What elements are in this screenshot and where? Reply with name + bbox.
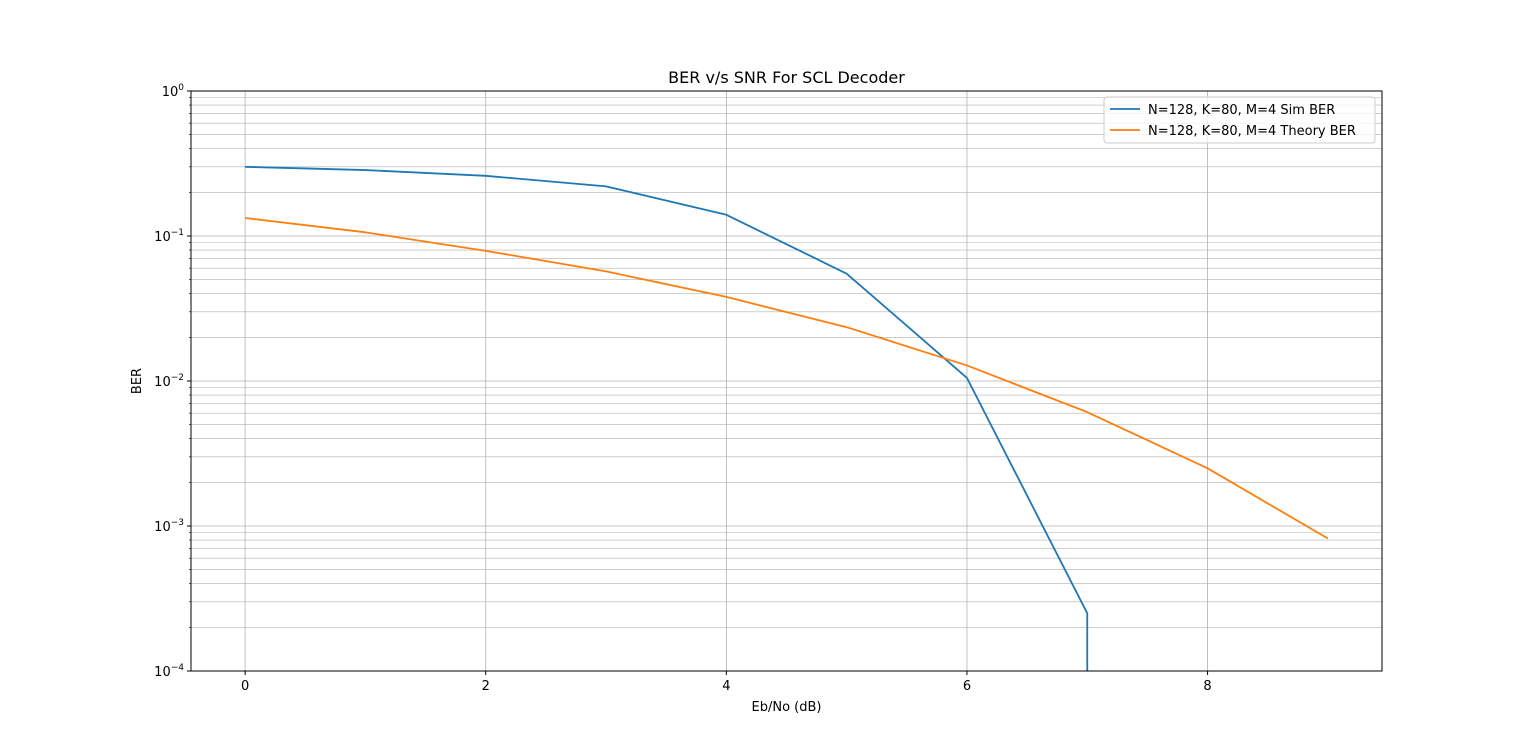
y-axis-ticks: 10−4 10−3 10−2 10−1 100 xyxy=(154,83,191,680)
y-axis-label: BER xyxy=(130,368,145,394)
y-tick-label: 10−3 xyxy=(154,518,184,535)
y-tick-label: 10−4 xyxy=(154,663,184,680)
y-tick-label: 10−2 xyxy=(154,373,184,390)
grid-layer xyxy=(191,90,1382,672)
x-axis-label: Eb/No (dB) xyxy=(752,700,822,715)
x-axis-ticks: 0 2 4 6 8 xyxy=(241,671,1212,694)
legend-label-sim: N=128, K=80, M=4 Sim BER xyxy=(1148,103,1335,118)
chart-title: BER v/s SNR For SCL Decoder xyxy=(668,68,905,87)
series-line-theory xyxy=(245,217,1329,540)
series-line-sim xyxy=(245,165,1089,671)
x-tick-label: 8 xyxy=(1203,679,1211,694)
series-layer xyxy=(245,165,1329,671)
legend-box xyxy=(1103,96,1376,144)
y-tick-label: 10−1 xyxy=(154,228,184,245)
x-tick-label: 0 xyxy=(241,679,249,694)
legend: N=128, K=80, M=4 Sim BER N=128, K=80, M=… xyxy=(1103,96,1376,144)
legend-label-theory: N=128, K=80, M=4 Theory BER xyxy=(1148,124,1356,139)
x-tick-label: 4 xyxy=(722,679,730,694)
x-tick-label: 2 xyxy=(482,679,490,694)
y-tick-label: 100 xyxy=(162,83,185,100)
x-tick-label: 6 xyxy=(963,679,971,694)
